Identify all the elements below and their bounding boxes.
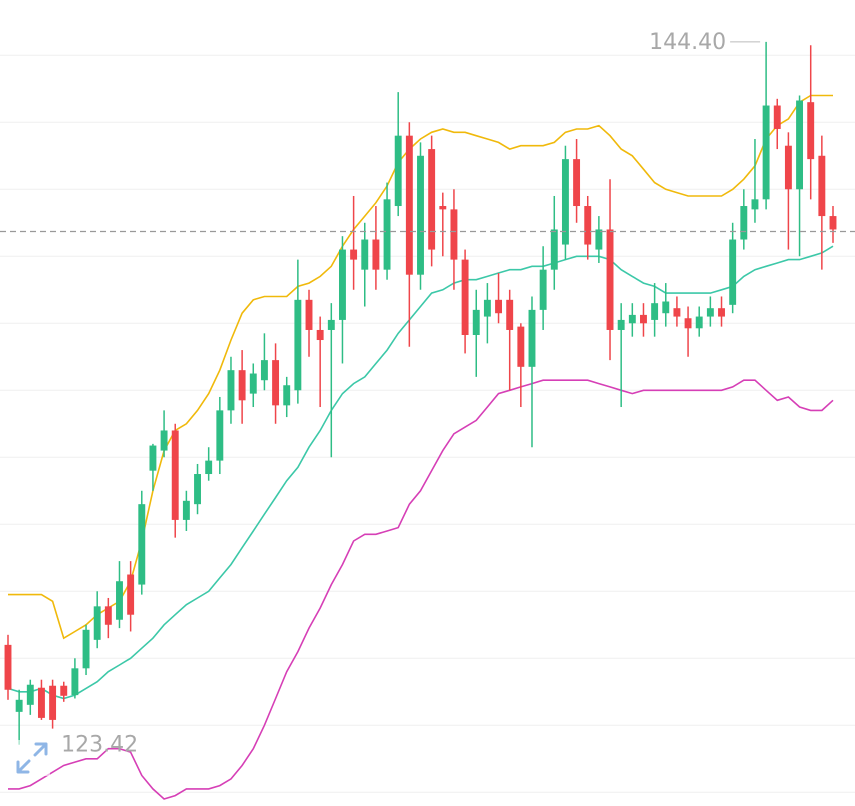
candle-body [718, 308, 725, 317]
candle-body [82, 629, 90, 669]
candle-body [796, 100, 804, 190]
candle-body [182, 500, 190, 520]
candle-body [651, 303, 659, 320]
candle-body [773, 105, 781, 129]
candle-body [372, 239, 380, 270]
candle-body [71, 668, 79, 696]
candle-body [394, 135, 402, 207]
candle-body [171, 430, 179, 520]
candle-body [149, 445, 157, 471]
candle-body [15, 699, 23, 712]
candle-body [227, 370, 235, 411]
candle-body [417, 155, 424, 275]
candle-body [762, 105, 770, 200]
candle-body [37, 687, 45, 718]
candle-body [628, 314, 636, 324]
candle-body [751, 199, 759, 210]
icon-arrows [16, 742, 48, 774]
candle-body [439, 206, 447, 210]
candle-body [249, 373, 257, 394]
overlays [7, 94, 834, 800]
candle-body [238, 370, 246, 401]
candle-body [506, 299, 514, 330]
candle-body [260, 360, 268, 381]
candle-body [205, 460, 213, 475]
candle-body [305, 299, 313, 330]
candle-body [4, 644, 12, 690]
candle-body [483, 299, 491, 317]
candle-body [807, 102, 815, 160]
candle-body [729, 239, 737, 305]
candle-body [160, 430, 168, 451]
candle-body [829, 216, 837, 230]
candle-body [138, 504, 146, 585]
band-line [7, 245, 834, 700]
candle-body [26, 684, 34, 705]
candle-body [461, 259, 469, 335]
candle-body [818, 155, 826, 217]
candle-body [662, 301, 670, 314]
candle-body [495, 299, 502, 314]
annotation-label: 123.42 [61, 733, 138, 758]
candle-body [127, 574, 135, 615]
candle-body [472, 309, 480, 335]
candle-body [194, 474, 201, 505]
band-line [8, 379, 834, 800]
candle-body [584, 206, 592, 245]
candle-body [595, 229, 603, 250]
candle-body [49, 685, 57, 720]
candle-body [283, 385, 291, 406]
candle-body [60, 685, 68, 696]
candle-body [517, 326, 525, 367]
candle-body [272, 360, 280, 406]
labels: 144.40 123.42 [0, 30, 855, 758]
candle-body [617, 319, 625, 330]
candle-body [561, 159, 569, 245]
candle-body [428, 149, 436, 250]
expand-icon[interactable] [14, 740, 50, 776]
candle-body [640, 314, 647, 324]
candle-body [405, 135, 413, 275]
candle-body [383, 199, 391, 270]
candle-body [706, 308, 714, 317]
candle-body [673, 308, 681, 317]
candle-body [316, 329, 324, 341]
candle-body [695, 316, 703, 329]
candle-body [339, 249, 346, 320]
candle-body [116, 581, 123, 620]
candle-body [539, 269, 547, 310]
candle-body [104, 606, 112, 625]
candle-body [784, 145, 792, 190]
candle-body [450, 209, 458, 260]
candle-body [740, 206, 748, 240]
candle-body [93, 606, 101, 640]
grid [0, 54, 855, 793]
candle-body [294, 299, 302, 391]
candle-body [350, 249, 358, 260]
band-line [8, 94, 833, 640]
annotation-label: 144.40 [649, 30, 726, 55]
candle-body [361, 239, 369, 270]
candle-body [573, 159, 581, 207]
candle-body [216, 410, 224, 461]
candle-body [528, 309, 536, 367]
candles [4, 41, 837, 745]
candle-body [327, 319, 335, 330]
candle-body [684, 318, 692, 329]
candle-body [606, 229, 614, 330]
candle-body [550, 229, 558, 270]
